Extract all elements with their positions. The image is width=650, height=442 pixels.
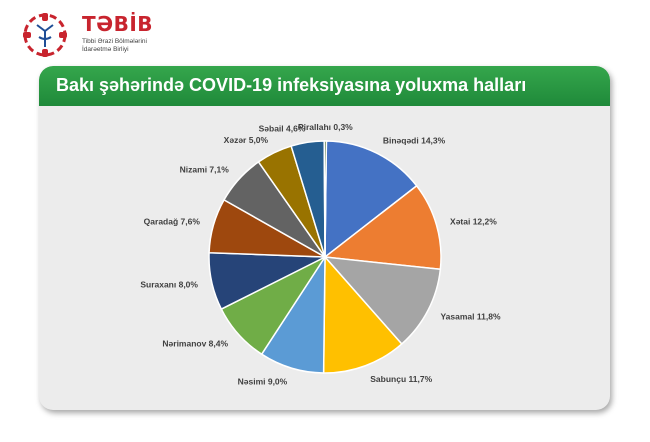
pie-label-7: Qaradağ 7,6% (144, 217, 201, 227)
pie-label-1: Xətai 12,2% (450, 216, 497, 226)
logo-subtitle: Tibbi Ərazi Bölmələrini İdarəetmə Birliy… (82, 38, 202, 54)
pie-label-4: Nəsimi 9,0% (238, 376, 288, 386)
tabib-emblem-icon (23, 13, 67, 57)
tabib-logo: TƏBİB Tibbi Ərazi Bölmələrini İdarəetmə … (18, 8, 218, 64)
pie-slice-0 (324, 140, 418, 259)
title-banner: Bakı şəhərində COVID-19 infeksiyasına yo… (39, 66, 610, 106)
pie-label-9: Xəzər 5,0% (224, 135, 269, 145)
pie-chart: Binəqədi 14,3% Xətai 12,2% Yasamal 11,8% Sa… (140, 122, 501, 386)
pie-label-10: Səbail 4,6% (259, 123, 306, 133)
chart-card: Bakı şəhərində COVID-19 infeksiyasına yo… (39, 66, 610, 410)
pie-slice-2 (323, 256, 442, 346)
pie-slice-1 (323, 184, 442, 271)
pie-label-6: Suraxanı 8,0% (140, 280, 198, 290)
pie-slice-11 (323, 140, 328, 258)
logo-name: TƏBİB (82, 12, 154, 36)
pie-label-3: Sabunçu 11,7% (370, 374, 432, 384)
pie-slice-3 (322, 255, 403, 374)
pie-label-8: Nizami 7,1% (180, 165, 230, 175)
chart-title: Bakı şəhərində COVID-19 infeksiyasına yo… (56, 75, 527, 95)
logo-subtitle-line-1: Tibbi Ərazi Bölmələrini (82, 38, 147, 45)
logo-subtitle-line-2: İdarəetmə Birliyi (82, 46, 129, 53)
pie-label-2: Yasamal 11,8% (440, 312, 500, 322)
pie-label-11: Pirallahı 0,3% (298, 122, 353, 132)
pie-label-5: Nərimanov 8,4% (162, 339, 228, 349)
pie-label-0: Binəqədi 14,3% (383, 136, 446, 146)
